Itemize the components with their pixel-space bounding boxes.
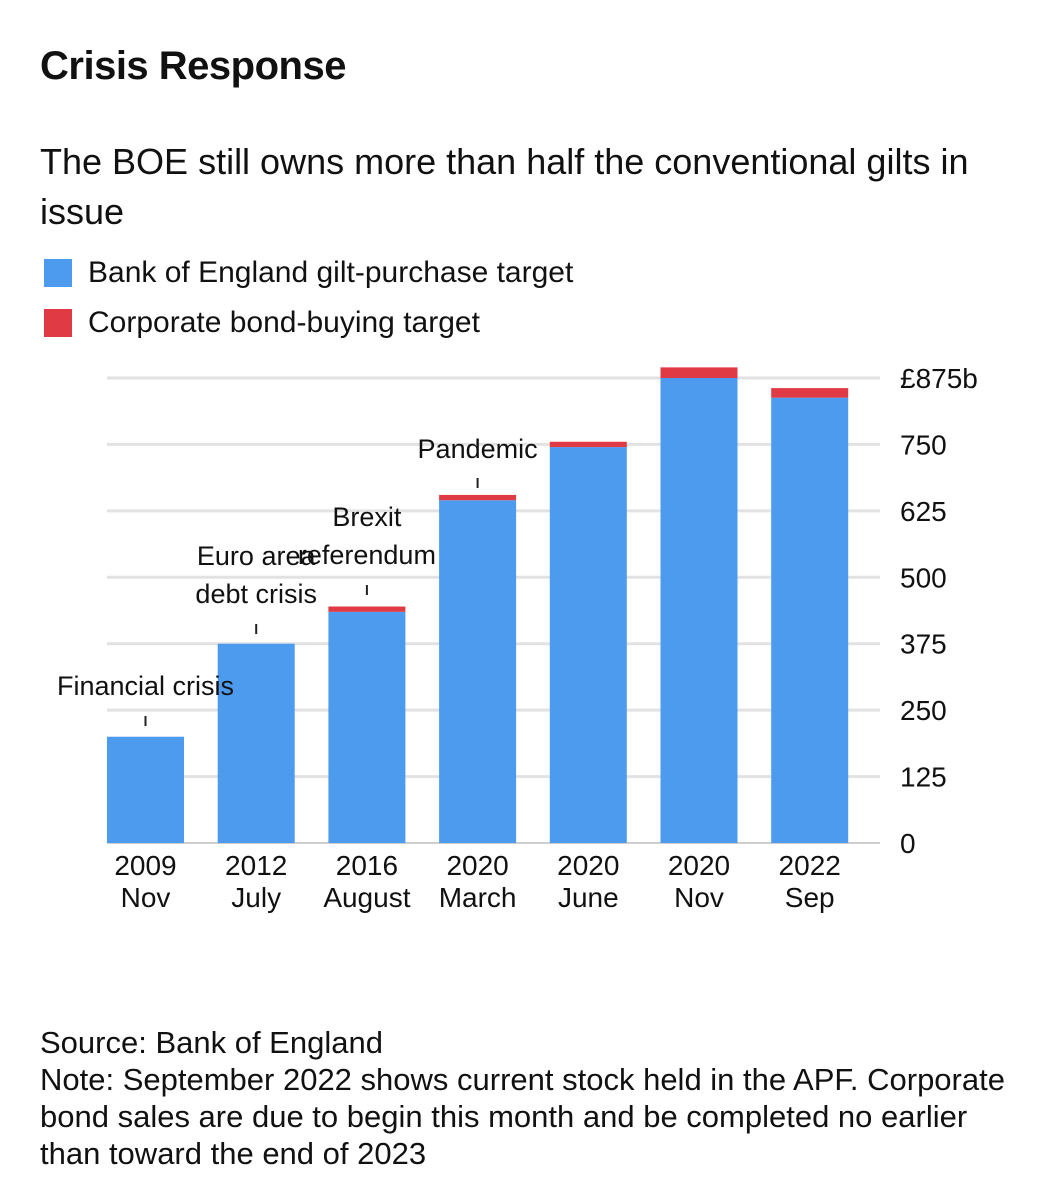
x-tick-period: March	[439, 882, 517, 913]
chart-title: Crisis Response	[40, 44, 346, 88]
stacked-bar-chart: 0125250375500625750£875b2009Nov2012July2…	[57, 363, 978, 913]
annotation-label: debt crisis	[195, 579, 317, 609]
y-tick-label: 500	[900, 562, 947, 593]
bar-gilt	[328, 611, 406, 843]
legend-swatch-gilt	[44, 259, 72, 287]
source-text: Source: Bank of England	[40, 1025, 383, 1060]
x-tick-year: 2020	[557, 850, 619, 881]
bar-gilt	[549, 447, 627, 843]
y-tick-label: 0	[900, 828, 916, 859]
bar-gilt	[439, 500, 517, 843]
y-tick-label: 125	[900, 762, 947, 793]
annotation-label: Pandemic	[418, 434, 538, 464]
y-tick-label: 375	[900, 629, 947, 660]
annotation-label: referendum	[298, 540, 436, 570]
x-tick-year: 2020	[668, 850, 730, 881]
y-tick-label: £875b	[900, 363, 978, 394]
x-tick-period: Sep	[785, 882, 835, 913]
legend-swatch-corporate	[44, 309, 72, 337]
bar-gilt	[771, 397, 849, 843]
x-tick-period: August	[323, 882, 410, 913]
annotation-label: Financial crisis	[57, 671, 234, 701]
annotation-label: Brexit	[332, 502, 402, 532]
x-tick-period: Nov	[674, 882, 724, 913]
bar-gilt	[660, 378, 738, 843]
bar-gilt	[107, 736, 184, 843]
bar-gilt	[217, 643, 295, 843]
legend-item-corporate: Corporate bond-buying target	[44, 306, 480, 340]
annotation-label: Euro area	[197, 541, 317, 571]
x-tick-year: 2016	[336, 850, 398, 881]
x-tick-year: 2020	[446, 850, 508, 881]
legend-label-corporate: Corporate bond-buying target	[88, 306, 480, 339]
legend-label-gilt: Bank of England gilt-purchase target	[88, 256, 574, 289]
x-tick-year: 2012	[225, 850, 287, 881]
note-text: Note: September 2022 shows current stock…	[40, 1062, 1005, 1171]
bar-corporate	[328, 606, 406, 612]
x-tick-period: July	[231, 882, 281, 913]
chart-subtitle: The BOE still owns more than half the co…	[40, 141, 969, 232]
x-tick-year: 2022	[779, 850, 841, 881]
y-tick-label: 625	[900, 496, 947, 527]
x-tick-year: 2009	[114, 850, 176, 881]
legend-item-gilt: Bank of England gilt-purchase target	[44, 256, 573, 290]
chart-footer: Source: Bank of England Note: September …	[40, 1024, 1030, 1172]
x-tick-period: June	[558, 882, 619, 913]
x-tick-period: Nov	[121, 882, 171, 913]
y-tick-label: 750	[900, 429, 947, 460]
bar-corporate	[549, 441, 627, 448]
y-tick-label: 250	[900, 695, 947, 726]
bar-corporate	[660, 367, 738, 378]
bar-corporate	[771, 388, 849, 398]
bar-corporate	[439, 494, 517, 501]
